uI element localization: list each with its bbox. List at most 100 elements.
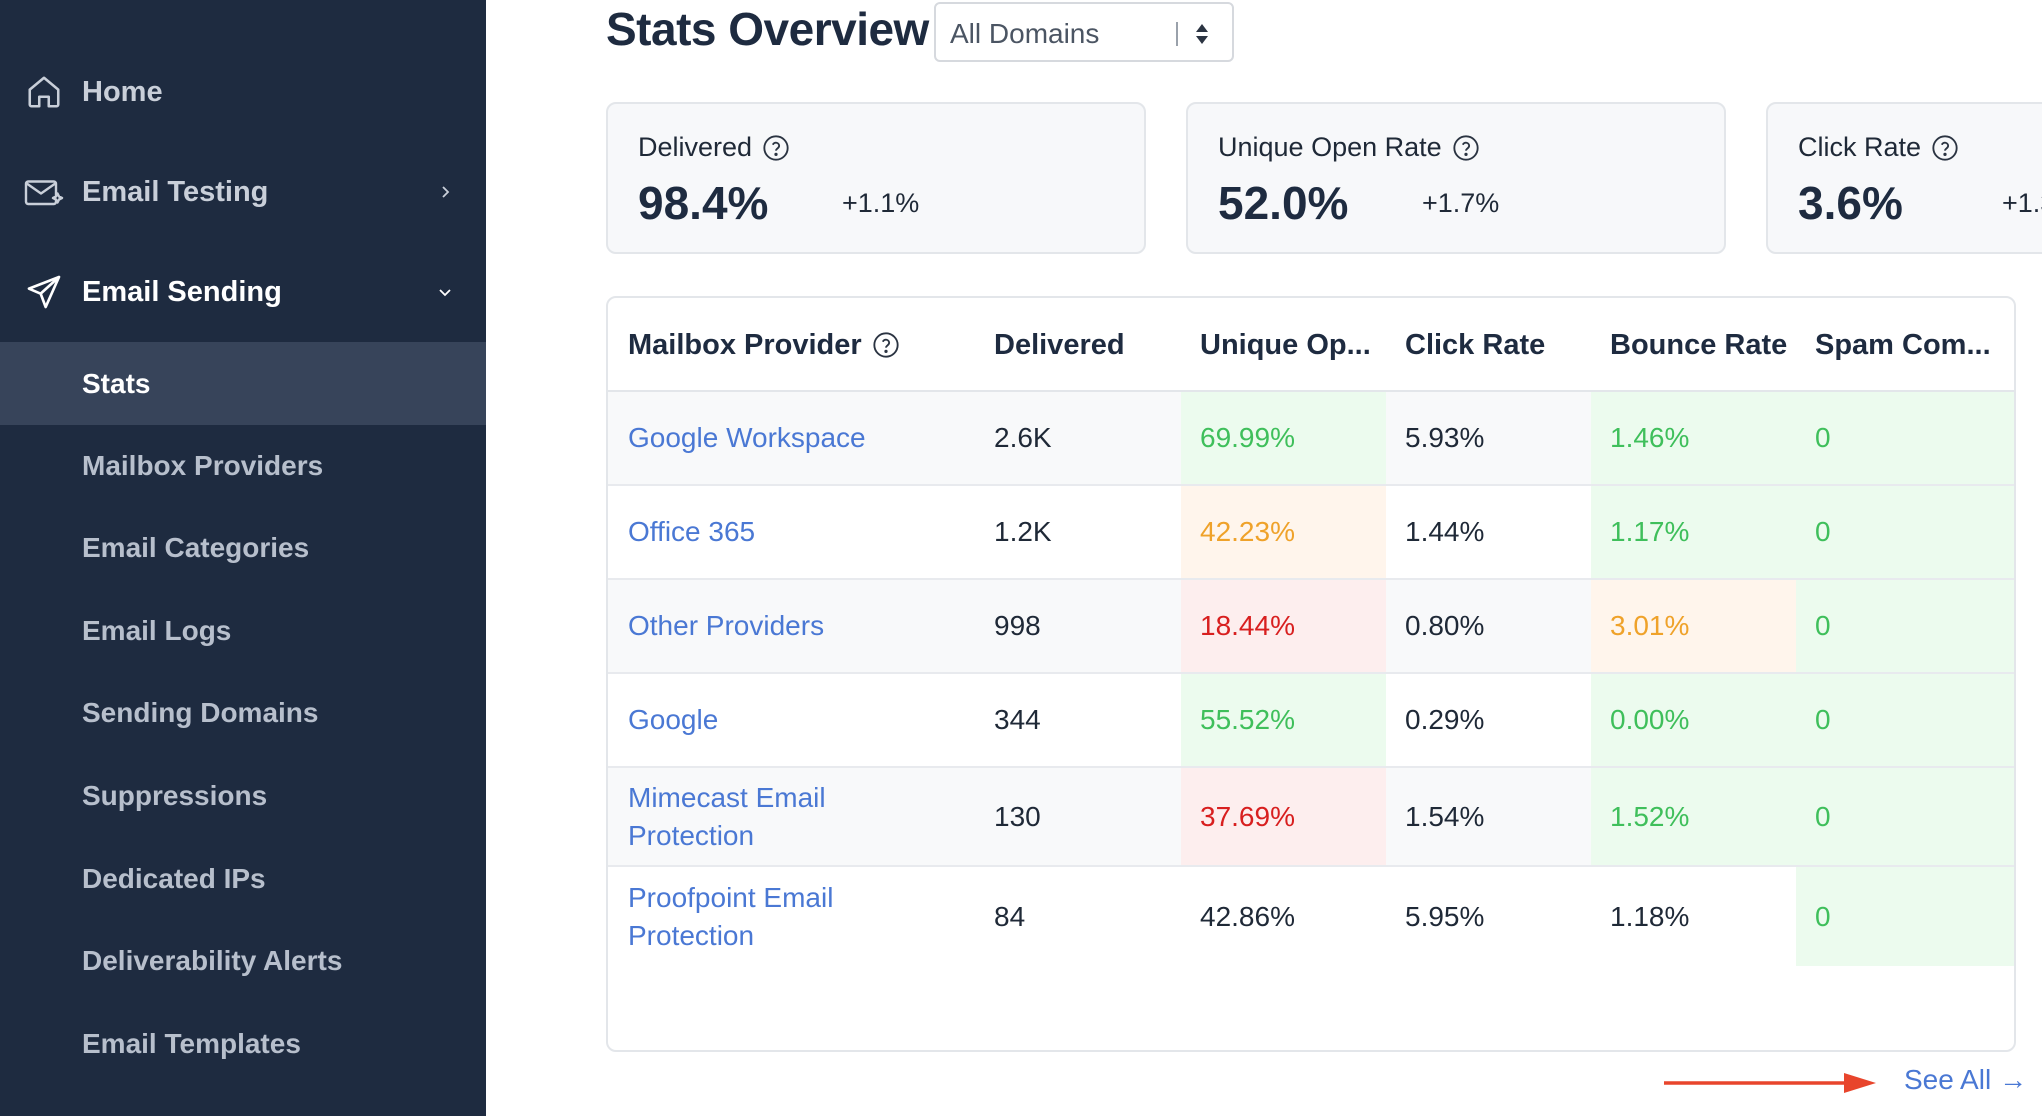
stat-card-click-rate: Click Rate 3.6% +1.3% — [1766, 102, 2042, 254]
column-header-click-rate[interactable]: Click Rate — [1405, 328, 1546, 361]
cell-delivered: 2.6K — [994, 422, 1052, 453]
cell-unique-open: 55.52% — [1200, 704, 1295, 735]
annotation-arrow-icon — [1664, 1073, 1876, 1093]
cell-spam: 0 — [1815, 800, 1831, 832]
stat-value: 3.6% — [1798, 177, 1903, 229]
sidebar-item-label: Mailbox Providers — [82, 450, 324, 481]
main-content: Stats Overview All Domains Delivered 98.… — [486, 0, 2042, 1116]
column-header-provider[interactable]: Mailbox Provider — [628, 298, 900, 392]
stat-card-unique-open-rate: Unique Open Rate 52.0% +1.7% — [1186, 102, 1726, 254]
cell-highlight — [1591, 768, 1796, 865]
sidebar-item-label: Sending Domains — [82, 697, 319, 728]
cell-highlight — [1591, 392, 1796, 484]
sidebar-item-label: Deliverability Alerts — [82, 945, 343, 976]
cell-highlight — [1796, 580, 2014, 672]
table-row: Mimecast Email Protection 130 37.69% 1.5… — [608, 768, 2014, 867]
cell-bounce-rate: 1.46% — [1610, 422, 1690, 453]
cell-highlight — [1591, 580, 1796, 672]
cell-highlight — [1796, 486, 2014, 578]
help-icon[interactable] — [1452, 134, 1480, 162]
select-divider — [1176, 22, 1178, 46]
sidebar-item-dedicated-ips[interactable]: Dedicated IPs — [0, 838, 486, 920]
nav-item-email-testing[interactable]: Email Testing — [0, 142, 486, 242]
nav-item-email-sending[interactable]: Email Sending — [0, 242, 486, 342]
cell-spam: 0 — [1815, 610, 1831, 641]
column-header-spam-complaints[interactable]: Spam Com... — [1815, 328, 1991, 361]
sidebar-item-email-categories[interactable]: Email Categories — [0, 507, 486, 589]
cell-click-rate: 0.80% — [1405, 610, 1485, 641]
sidebar-item-label: Stats — [82, 367, 151, 399]
stat-value: 52.0% — [1218, 177, 1349, 229]
sidebar-item-suppressions[interactable]: Suppressions — [0, 755, 486, 837]
sidebar-item-deliverability-alerts[interactable]: Deliverability Alerts — [0, 920, 486, 1002]
stat-card-delivered: Delivered 98.4% +1.1% — [606, 102, 1146, 254]
nav-item-home[interactable]: Home — [0, 42, 486, 142]
help-icon[interactable] — [762, 134, 790, 162]
sidebar-item-email-logs[interactable]: Email Logs — [0, 590, 486, 672]
provider-link[interactable]: Google Workspace — [628, 422, 866, 453]
sidebar-item-mailbox-providers[interactable]: Mailbox Providers — [0, 425, 486, 507]
column-header-unique-open[interactable]: Unique Op... — [1200, 328, 1371, 361]
cell-highlight — [1181, 392, 1386, 484]
mailbox-provider-table: Mailbox Provider Delivered Unique Op... … — [606, 296, 2016, 1052]
cell-delivered: 130 — [994, 800, 1041, 832]
stat-value: 98.4% — [638, 177, 769, 229]
cell-highlight — [1796, 768, 2014, 865]
see-all-link[interactable]: See All → — [1904, 1064, 2027, 1096]
cell-highlight — [1181, 768, 1386, 865]
cell-bounce-rate: 3.01% — [1610, 610, 1690, 641]
sidebar-item-email-templates[interactable]: Email Templates — [0, 1003, 486, 1085]
help-icon[interactable] — [872, 331, 900, 359]
cell-unique-open: 69.99% — [1200, 422, 1295, 453]
cell-click-rate: 5.93% — [1405, 422, 1485, 453]
cell-bounce-rate: 1.52% — [1610, 800, 1690, 832]
domain-select[interactable]: All Domains — [934, 2, 1234, 62]
stat-label: Click Rate — [1798, 132, 1922, 162]
cell-click-rate: 1.54% — [1405, 800, 1485, 832]
cell-delivered: 1.2K — [994, 516, 1052, 547]
cell-highlight — [1181, 486, 1386, 578]
cell-highlight — [1796, 392, 2014, 484]
stat-label: Unique Open Rate — [1218, 132, 1442, 162]
stat-delta: +1.3% — [2002, 188, 2042, 218]
cell-spam: 0 — [1815, 516, 1831, 547]
cell-highlight — [1181, 674, 1386, 766]
sidebar-item-stats[interactable]: Stats — [0, 342, 486, 425]
cell-bounce-rate: 0.00% — [1610, 704, 1690, 735]
cell-delivered: 344 — [994, 704, 1041, 735]
sidebar-item-sending-domains[interactable]: Sending Domains — [0, 672, 486, 754]
stat-delta: +1.7% — [1422, 188, 1500, 218]
cell-bounce-rate: 1.18% — [1610, 900, 1690, 932]
cell-unique-open: 37.69% — [1200, 800, 1295, 832]
column-header-bounce-rate[interactable]: Bounce Rate — [1610, 328, 1788, 361]
provider-link[interactable]: Proofpoint Email Protection — [628, 881, 834, 951]
sidebar-item-label: Suppressions — [82, 780, 268, 811]
cell-unique-open: 42.86% — [1200, 900, 1295, 932]
sidebar-item-label: Email Templates — [82, 1028, 301, 1059]
sidebar: Home Email Testing Email Sending Stats M… — [0, 0, 486, 1116]
cell-click-rate: 5.95% — [1405, 900, 1485, 932]
help-icon[interactable] — [1931, 134, 1959, 162]
provider-link[interactable]: Other Providers — [628, 610, 825, 641]
provider-link[interactable]: Mimecast Email Protection — [628, 781, 826, 851]
chevron-down-icon — [430, 277, 460, 307]
page-title: Stats Overview — [606, 3, 929, 55]
table-row: Other Providers 998 18.44% 0.80% 3.01% 0 — [608, 580, 2014, 674]
nav-label-email-testing: Email Testing — [82, 175, 269, 208]
cell-unique-open: 18.44% — [1200, 610, 1295, 641]
cell-click-rate: 0.29% — [1405, 704, 1485, 735]
stat-label: Delivered — [638, 132, 753, 162]
cell-bounce-rate: 1.17% — [1610, 516, 1690, 547]
provider-link[interactable]: Google — [628, 704, 719, 735]
provider-link[interactable]: Office 365 — [628, 516, 756, 547]
cell-click-rate: 1.44% — [1405, 516, 1485, 547]
sidebar-item-label: Dedicated IPs — [82, 863, 266, 894]
arrow-right-icon: → — [1999, 1064, 2028, 1095]
home-icon — [22, 70, 66, 114]
column-header-delivered[interactable]: Delivered — [994, 328, 1125, 361]
cell-highlight — [1181, 580, 1386, 672]
cell-delivered: 998 — [994, 610, 1041, 641]
table-header: Mailbox Provider Delivered Unique Op... … — [608, 298, 2014, 392]
nav-label-email-sending: Email Sending — [82, 275, 282, 308]
